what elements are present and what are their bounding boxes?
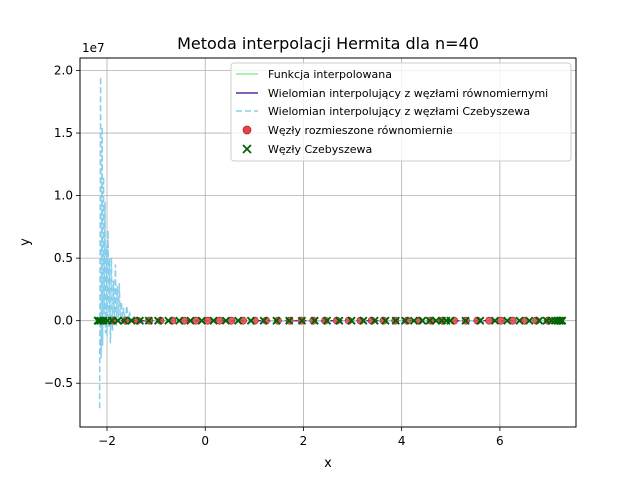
chebyshev-node-point [164, 316, 173, 325]
legend-marker-uniform-nodes [242, 125, 252, 135]
x-tick-label: 4 [398, 434, 406, 448]
chebyshev-node-point [535, 316, 544, 325]
uniform-node-point [520, 316, 529, 325]
chebyshev-node-point [197, 316, 206, 325]
chebyshev-node-point [555, 316, 564, 325]
chebyshev-node-point [297, 316, 307, 325]
chebyshev-node-point [425, 316, 434, 325]
uniform-node-point [121, 316, 130, 325]
legend-marker-chebyshev-nodes [242, 144, 252, 154]
chebyshev-node-point [391, 316, 400, 325]
chebyshev-node-point [558, 316, 567, 325]
ticks: −2 0 2 4 6 −0.5 0.0 0.5 1.0 1.5 2.0 [44, 64, 504, 448]
chebyshev-node-point [186, 316, 195, 325]
y-tick-label: 1.5 [54, 126, 73, 140]
uniform-node-point [215, 316, 224, 325]
chebyshev-node-point [272, 316, 281, 325]
chebyshev-node-point [446, 316, 455, 325]
x-tick-label: 2 [300, 434, 308, 448]
legend-label-uniform-nodes: Węzły rozmieszone równomiernie [268, 124, 453, 137]
chebyshev-node-point [144, 316, 153, 325]
uniform-node-point [239, 316, 247, 325]
uniform-node-point [508, 316, 517, 325]
x-tick-label: −2 [98, 434, 116, 448]
legend-box [230, 62, 572, 162]
chart-title: Metoda interpolacji Hermita dla n=40 [177, 34, 479, 53]
chebyshev-node-point [418, 316, 427, 325]
uniform-node-point [274, 316, 282, 325]
chebyshev-node-point [525, 316, 534, 325]
y-tick-label: −0.5 [44, 376, 73, 390]
x-axis-label: x [324, 456, 332, 471]
chebyshev-node-point [209, 316, 218, 325]
chebyshev-node-point [409, 316, 419, 325]
uniform-node-point [309, 316, 318, 325]
chebyshev-node-point [246, 316, 256, 325]
chebyshev-node-point [135, 316, 145, 325]
legend: Funkcja interpolowana Wielomian interpol… [230, 62, 572, 162]
chebyshev-node-point [221, 316, 230, 325]
chebyshev-node-point [490, 316, 500, 325]
y-tick-label: 0.0 [54, 314, 73, 328]
uniform-node-point [203, 316, 212, 325]
chebyshev-node-point [461, 316, 470, 325]
uniform-node-point [191, 316, 200, 325]
chebyshev-node-point [120, 316, 129, 325]
chebyshev-node-point [347, 316, 356, 325]
chebyshev-node-point [322, 316, 332, 325]
legend-label-function: Funkcja interpolowana [268, 68, 392, 81]
uniform-node-point [180, 316, 189, 325]
chebyshev-node-point [259, 316, 268, 325]
chebyshev-node-point [127, 316, 136, 325]
chebyshev-node-point [515, 316, 524, 325]
y-axis-label: y [18, 238, 33, 246]
x-tick-label: 0 [201, 434, 209, 448]
chebyshev-node-point [285, 316, 294, 325]
y-tick-label: 1.0 [54, 189, 73, 203]
x-tick-label: 6 [496, 434, 504, 448]
chebyshev-node-point [310, 316, 319, 325]
uniform-node-point [485, 316, 493, 325]
chebyshev-node-point [96, 316, 105, 325]
y-offset-text: 1e7 [82, 41, 105, 55]
chebyshev-node-point [113, 316, 122, 325]
chebyshev-node-point [370, 316, 379, 325]
uniform-node-point [403, 316, 411, 325]
chebyshev-node-point [175, 316, 184, 325]
chebyshev-node-point [153, 316, 163, 325]
uniform-node-point [227, 316, 236, 325]
y-tick-label: 0.5 [54, 251, 73, 265]
chebyshev-node-point [359, 316, 368, 325]
uniform-node-point [321, 316, 329, 325]
uniform-node-point [496, 316, 505, 325]
chebyshev-node-point [503, 316, 512, 325]
chebyshev-node-point [381, 316, 390, 325]
chebyshev-node-point [400, 316, 410, 325]
legend-label-uniform: Wielomian interpolujący z węzłami równom… [268, 87, 548, 100]
chebyshev-node-point [335, 316, 344, 325]
legend-label-chebyshev: Wielomian interpolujący z węzłami Czebys… [268, 105, 530, 118]
axes-frame [79, 57, 577, 428]
plot-area [93, 76, 567, 409]
chebyshev-node-point [233, 316, 243, 325]
y-tick-label: 2.0 [54, 64, 73, 78]
uniform-node-point [379, 316, 388, 325]
chebyshev-node-point [476, 316, 485, 325]
legend-label-chebyshev-nodes: Węzły Czebyszewa [268, 143, 372, 156]
